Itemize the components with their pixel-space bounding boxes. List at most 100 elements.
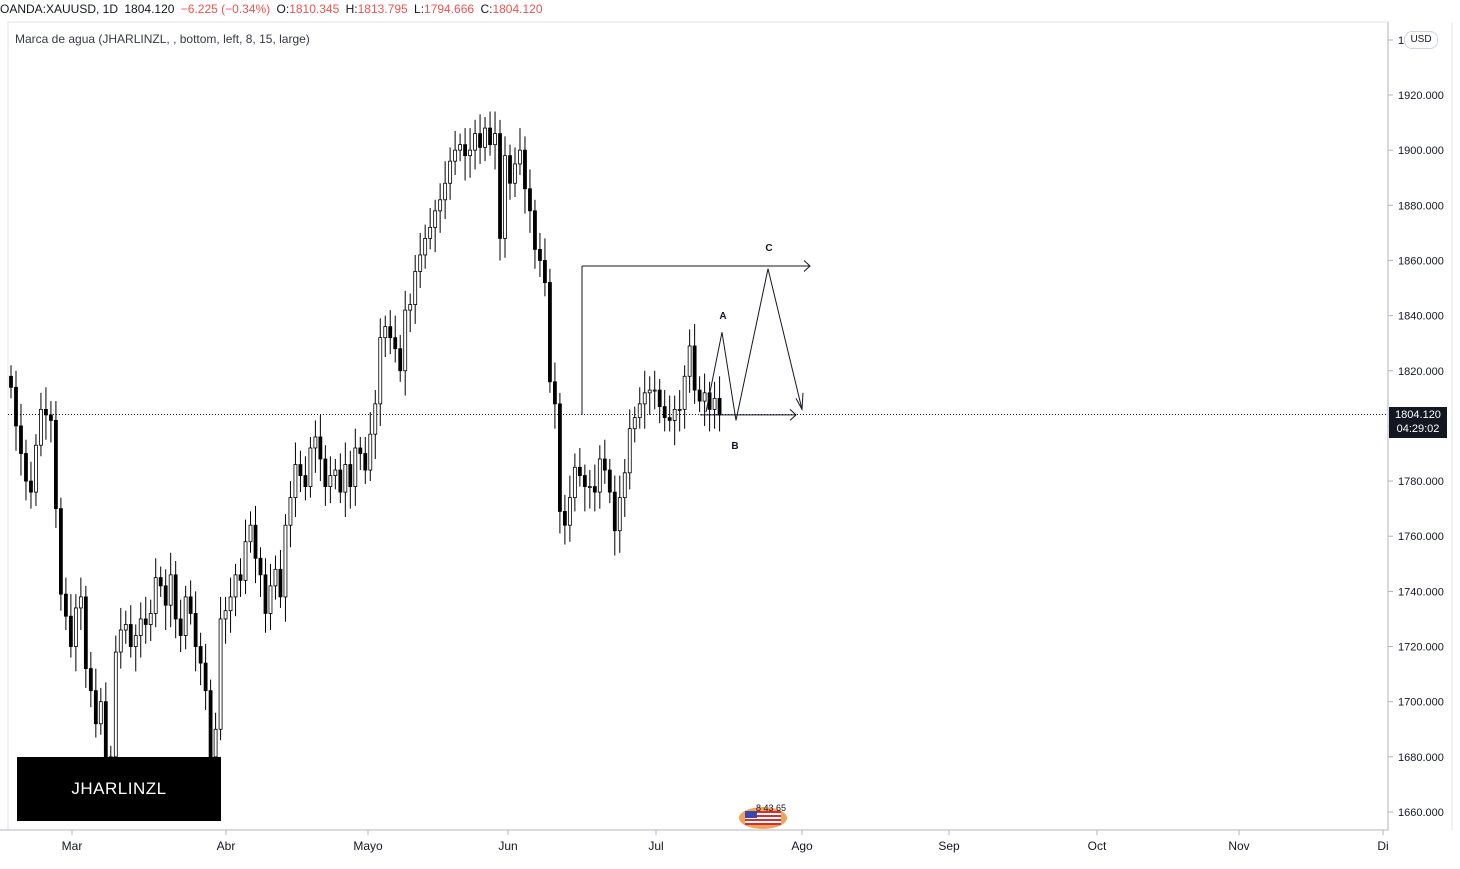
candle-body <box>148 613 153 625</box>
plot-frame <box>7 21 1389 831</box>
price-tick-label: 1680.000 <box>1398 752 1444 764</box>
candle-body <box>498 133 502 239</box>
candle-body <box>14 386 18 427</box>
abc-zigzag <box>705 268 803 421</box>
candle-body <box>582 475 587 487</box>
candle-body <box>657 389 662 408</box>
high-value: 1813.795 <box>357 2 408 16</box>
candle-body <box>59 508 63 595</box>
candles <box>9 111 722 782</box>
candle-body <box>29 480 33 493</box>
time-tick-label: Abr <box>217 839 236 853</box>
candle-body <box>318 436 323 460</box>
candle-body <box>513 163 517 184</box>
close-value: 1804.120 <box>492 2 543 16</box>
legend-header: OANDA:XAUUSD, 1D 1804.120 −6.225 (−0.34%… <box>0 0 546 20</box>
candle-body <box>488 127 492 146</box>
candle-body <box>712 397 717 410</box>
time-tick-label: Sep <box>938 839 960 853</box>
candle-body <box>423 237 428 256</box>
price-tick-label: 1840.000 <box>1398 311 1444 323</box>
candle-body <box>418 254 423 272</box>
price-tick-label: 1880.000 <box>1398 200 1444 212</box>
candle-body <box>63 593 68 617</box>
logo-text: 8 43 65 <box>756 803 787 813</box>
candle-body <box>278 568 283 598</box>
price-tick-label: 1740.000 <box>1398 586 1444 598</box>
candle-body <box>133 635 138 647</box>
time-tick-label: Mar <box>62 839 83 853</box>
candle-body <box>373 403 378 435</box>
study-legend[interactable]: Marca de agua (JHARLINZL, , bottom, left… <box>15 32 310 46</box>
low-label: L: <box>414 2 425 16</box>
candle-body <box>223 610 228 620</box>
candle-body <box>363 453 368 471</box>
grid <box>7 21 1389 831</box>
candle-body <box>168 574 173 606</box>
candle-body <box>562 511 567 526</box>
candle-body <box>243 541 248 581</box>
candle-body <box>602 458 607 471</box>
candle-body <box>478 133 482 148</box>
candle-body <box>298 464 303 476</box>
candle-body <box>682 375 687 410</box>
candle-body <box>263 574 268 614</box>
candle-body <box>383 326 388 339</box>
candle-body <box>587 486 592 488</box>
wave-label-c: C <box>765 243 772 254</box>
abc-drawing[interactable]: A B C <box>581 243 811 452</box>
candle-body <box>473 133 477 151</box>
candle-body <box>558 403 562 512</box>
candle-body <box>463 144 467 157</box>
candle-body <box>228 596 233 612</box>
candle-body <box>343 464 348 493</box>
candle-body <box>398 348 403 372</box>
candle-body <box>233 574 238 598</box>
price-tick-label: 1920.000 <box>1398 90 1444 102</box>
candle-body <box>268 585 273 614</box>
currency-badge[interactable]: USD <box>1404 31 1438 49</box>
candle-body <box>592 486 597 493</box>
candle-body <box>388 326 393 339</box>
axes: 1660.000 1680.000 1700.000 1720.000 1740.000… <box>0 22 1453 853</box>
low-value: 1794.666 <box>424 2 475 16</box>
candle-body <box>393 337 398 350</box>
candle-body <box>493 133 497 146</box>
candle-body <box>667 417 672 421</box>
candle-body <box>597 458 602 493</box>
candle-body <box>288 497 293 526</box>
candle-body <box>567 497 572 526</box>
price-tick-label: 1780.000 <box>1398 476 1444 488</box>
candle-body <box>283 524 288 598</box>
candle-body <box>533 210 537 250</box>
change-value: −6.225 (−0.34%) <box>180 2 271 16</box>
candle-body <box>73 607 78 647</box>
candle-body <box>692 345 697 391</box>
candle-body <box>188 596 193 614</box>
price-tick-label: 1720.000 <box>1398 642 1444 654</box>
candle-body <box>348 464 353 487</box>
candle-body <box>113 651 118 758</box>
time-tick-label: Nov <box>1228 839 1249 853</box>
candle-body <box>308 447 313 487</box>
candle-body <box>378 337 383 405</box>
candle-body <box>403 309 408 372</box>
candle-body <box>193 613 198 647</box>
symbol-label[interactable]: OANDA:XAUUSD, 1D <box>0 2 119 16</box>
price-tick-label: 1900.000 <box>1398 145 1444 157</box>
candle-body <box>213 728 218 758</box>
candle-body <box>572 466 577 499</box>
watermark-box: JHARLINZL <box>17 757 221 821</box>
candle-body <box>358 447 363 454</box>
open-value: 1810.345 <box>289 2 340 16</box>
candle-body <box>458 144 463 151</box>
candle-body <box>637 403 642 419</box>
candle-body <box>642 392 647 405</box>
candle-body <box>273 568 278 587</box>
time-tick-label: Mayo <box>353 839 383 853</box>
price-tick-label: 1860.000 <box>1398 255 1444 267</box>
time-tick-label: Di <box>1377 839 1388 853</box>
candle-body <box>607 469 612 493</box>
